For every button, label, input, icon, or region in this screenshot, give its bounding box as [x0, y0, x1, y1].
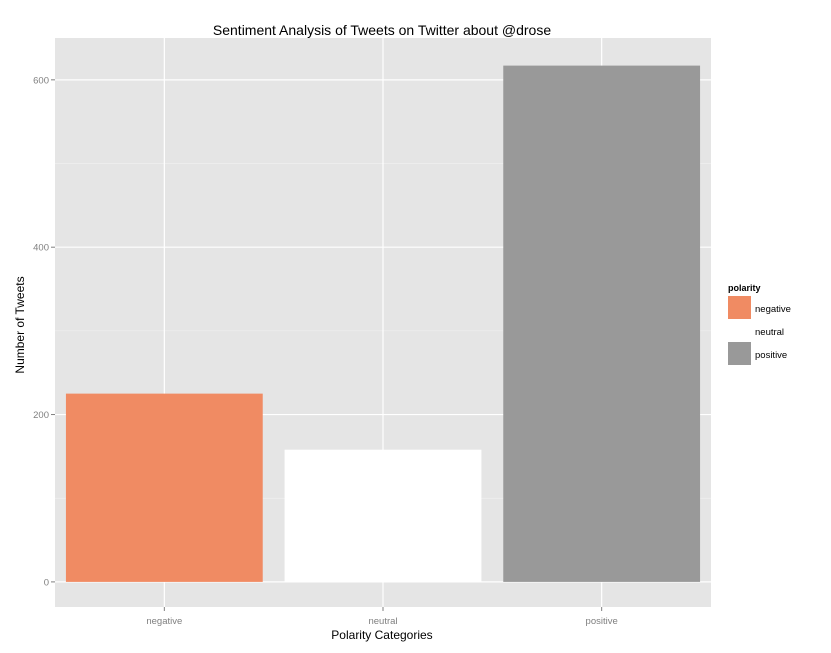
bars — [65, 65, 701, 582]
x-tick-label: neutral — [368, 616, 397, 627]
x-tick-label: positive — [586, 616, 618, 627]
y-tick-label: 200 — [33, 410, 49, 421]
y-axis-title: Number of Tweets — [13, 276, 27, 373]
x-axis-title: Polarity Categories — [331, 628, 432, 642]
legend-label-neutral: neutral — [755, 327, 784, 338]
y-tick-label: 600 — [33, 75, 49, 86]
legend-key-neutral — [728, 319, 751, 342]
y-tick-label: 0 — [44, 577, 49, 588]
chart-title: Sentiment Analysis of Tweets on Twitter … — [213, 22, 551, 38]
bar-positive — [503, 65, 701, 582]
legend-title: polarity — [728, 283, 761, 293]
x-axis: negative neutral positive — [146, 607, 618, 627]
legend-label-negative: negative — [755, 304, 791, 315]
bar-neutral — [284, 449, 482, 582]
legend-key-negative — [728, 296, 751, 319]
x-tick-label: negative — [146, 616, 182, 627]
y-tick-label: 400 — [33, 243, 49, 254]
legend: polarity negative neutral positive — [728, 283, 791, 365]
y-axis: 0 200 400 600 — [33, 75, 55, 588]
legend-label-positive: positive — [755, 350, 787, 361]
legend-key-positive — [728, 342, 751, 365]
bar-negative — [65, 393, 263, 582]
